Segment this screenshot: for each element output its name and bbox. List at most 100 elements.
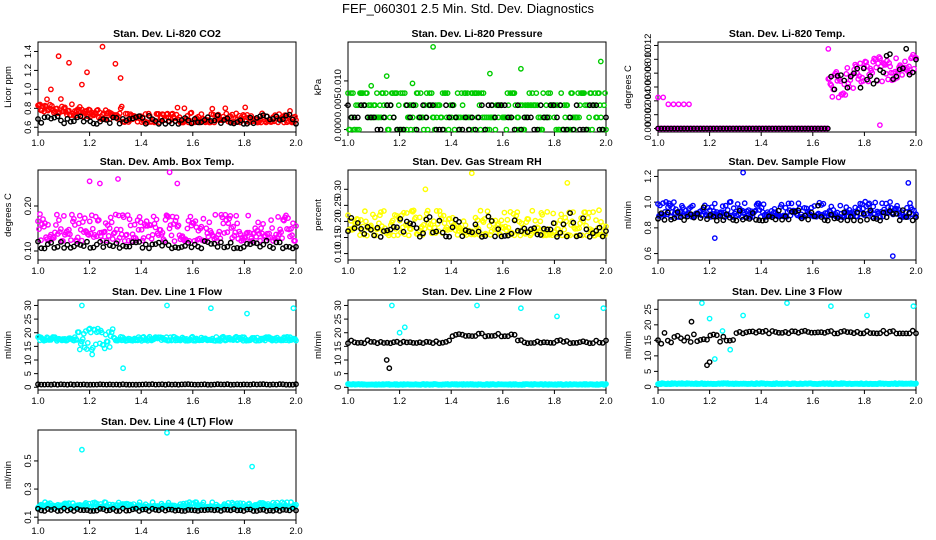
data-point	[554, 114, 560, 121]
data-point	[730, 337, 737, 343]
y-tick-label: 0.20	[333, 212, 344, 231]
data-point	[172, 244, 179, 251]
data-point	[227, 381, 234, 388]
data-point	[201, 507, 208, 514]
data-point	[775, 329, 782, 336]
data-point	[358, 102, 364, 109]
data-point	[214, 244, 221, 250]
y-tick-label: 25	[23, 314, 34, 325]
data-point	[126, 116, 133, 122]
data-point	[285, 215, 291, 221]
data-point	[244, 240, 250, 247]
data-point	[97, 381, 104, 388]
data-point	[155, 239, 162, 246]
chart-panel: Stan. Dev. Li-820 Temp. 1.0 1.2 1.4 1.6 1.8 2.…	[620, 24, 930, 150]
data-point	[818, 125, 825, 132]
data-point	[474, 302, 480, 309]
data-point	[86, 218, 93, 225]
data-point	[131, 221, 138, 228]
data-point	[827, 303, 834, 310]
x-tick-label: 1.8	[238, 396, 251, 407]
data-point	[345, 212, 351, 219]
data-point	[873, 330, 880, 337]
data-point	[413, 340, 420, 346]
data-point	[713, 125, 720, 132]
data-point	[589, 126, 595, 133]
data-point	[686, 101, 692, 108]
data-point	[255, 219, 262, 226]
data-point	[84, 113, 91, 120]
y-tick-label: 0.6	[643, 247, 654, 260]
data-point	[74, 506, 81, 512]
data-point	[397, 126, 404, 133]
chart-svg: Stan. Dev. Li-820 CO2 1.0 1.2 1.4 1.6 1.8 2.0 0…	[3, 28, 303, 149]
data-point	[563, 233, 570, 240]
data-point	[909, 69, 916, 76]
plot-frame	[657, 299, 917, 391]
data-point	[430, 114, 437, 121]
data-point	[198, 507, 205, 514]
data-point	[537, 102, 544, 109]
data-point	[756, 328, 763, 335]
data-point	[537, 339, 544, 346]
x-tick-label: 1.0	[31, 138, 44, 149]
data-point	[719, 328, 726, 334]
data-point	[99, 43, 106, 50]
data-point	[501, 209, 508, 216]
data-point	[540, 225, 547, 232]
data-point	[443, 233, 449, 240]
x-tick-label: 2.0	[289, 526, 302, 537]
data-point	[547, 102, 554, 109]
data-point	[811, 329, 818, 336]
data-point	[400, 209, 407, 216]
y-tick-label: 0.002	[643, 103, 654, 127]
data-point	[596, 224, 603, 231]
data-point	[514, 227, 521, 234]
data-point	[788, 328, 795, 335]
data-point	[526, 90, 533, 97]
data-point	[260, 221, 266, 227]
data-point	[374, 126, 381, 133]
data-point	[704, 216, 710, 223]
data-point	[66, 59, 72, 66]
data-point	[593, 227, 600, 234]
data-point	[477, 207, 484, 214]
data-point	[829, 93, 836, 100]
x-tick-label: 1.8	[858, 266, 871, 277]
series-points	[345, 170, 609, 240]
data-point	[106, 381, 113, 388]
data-point	[488, 218, 495, 224]
data-point	[113, 508, 120, 514]
x-tick-label: 1.8	[548, 266, 561, 277]
y-tick-label: 0.8	[643, 221, 654, 234]
data-point	[188, 507, 195, 514]
data-point	[665, 101, 672, 108]
data-point	[187, 213, 194, 220]
data-point	[171, 238, 178, 245]
data-point	[374, 90, 380, 97]
data-point	[700, 336, 707, 343]
data-point	[513, 212, 520, 219]
data-point	[881, 61, 887, 67]
data-point	[426, 90, 433, 97]
data-point	[433, 208, 440, 214]
data-point	[133, 114, 139, 121]
data-point	[492, 233, 498, 240]
data-point	[401, 324, 408, 331]
x-tick-label: 1.2	[393, 266, 406, 277]
data-point	[348, 215, 355, 221]
y-tick-label: 0.15	[333, 228, 344, 247]
data-point	[279, 381, 286, 388]
data-point	[697, 337, 704, 343]
data-point	[97, 505, 104, 512]
data-point	[257, 507, 263, 513]
data-point	[436, 340, 443, 347]
data-point	[554, 337, 560, 344]
data-point	[395, 102, 402, 109]
data-point	[690, 202, 696, 209]
data-point	[139, 244, 146, 251]
data-point	[227, 119, 234, 126]
y-tick-label: 0.004	[643, 89, 654, 113]
y-axis-label: Licor ppm	[3, 66, 14, 108]
y-tick-label: 0.010	[643, 47, 654, 71]
